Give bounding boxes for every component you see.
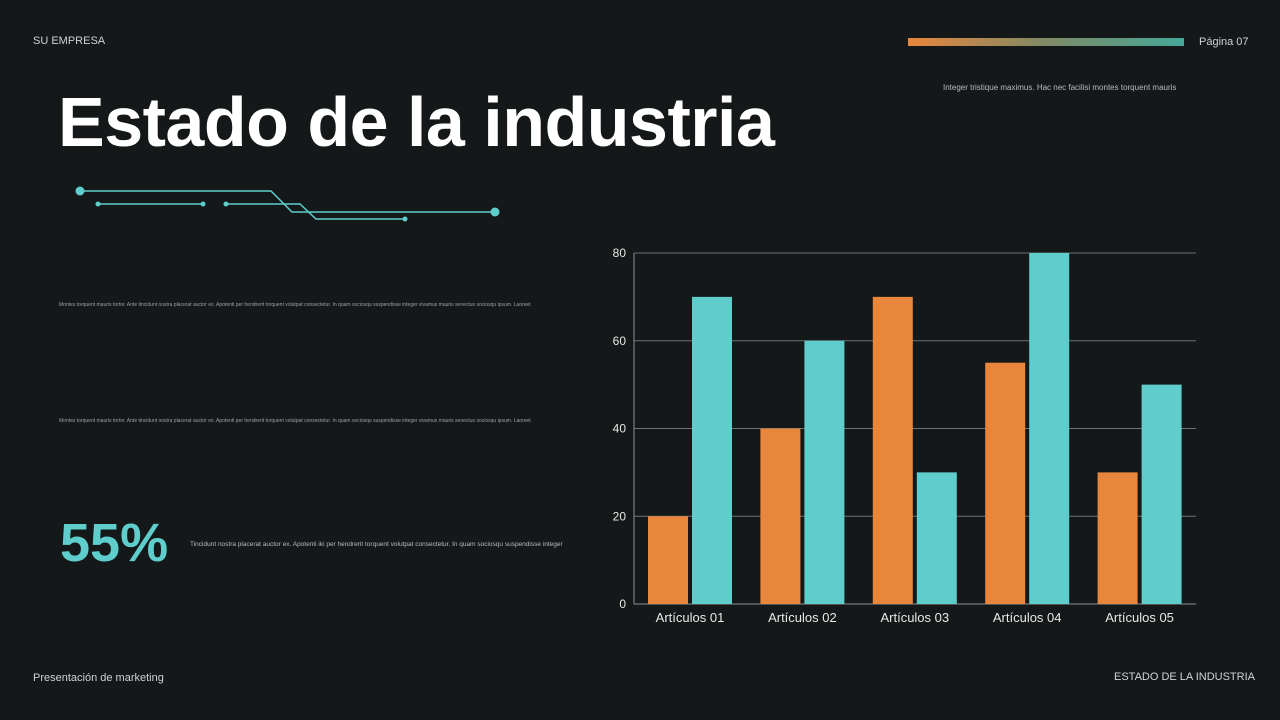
company-name: SU EMPRESA [33,35,106,47]
page-number: Página 07 [1199,36,1249,48]
bar-orange-3 [872,296,913,604]
bar-teal-1 [692,296,732,604]
x-tick-label: Artículos 03 [880,610,949,625]
tagline: Integer tristique maximus. Hac nec facil… [943,83,1177,92]
bar-teal-5 [1141,384,1182,604]
stat-value: 55% [60,513,169,573]
page-title: Estado de la industria [58,83,775,161]
paragraph-2: Montes torquent mauris tortor. Ante tinc… [59,418,531,424]
bar-teal-2 [804,340,845,604]
stat-description: Tincidunt nostra placerat auctor ex. Apo… [190,541,563,548]
y-tick-label: 60 [613,334,627,348]
x-tick-label: Artículos 05 [1105,610,1174,625]
bar-teal-4 [1029,253,1070,604]
footer-right: ESTADO DE LA INDUSTRIA [1114,671,1255,683]
circuit-decoration [75,186,500,222]
gradient-bar [908,38,1184,46]
bar-orange-5 [1097,472,1138,604]
bar-orange-1 [648,516,688,604]
x-tick-label: Artículos 01 [656,610,725,625]
bar-teal-3 [916,472,957,604]
footer-left: Presentación de marketing [33,672,164,684]
bar-orange-4 [985,362,1026,604]
x-tick-label: Artículos 04 [993,610,1062,625]
y-tick-label: 80 [613,246,627,260]
paragraph-1: Montes torquent mauris tortor. Ante tinc… [59,302,531,308]
x-tick-label: Artículos 02 [768,610,837,625]
y-tick-label: 40 [613,422,627,436]
y-tick-label: 0 [619,597,626,611]
bar-orange-2 [760,428,801,604]
y-tick-label: 20 [613,509,627,523]
